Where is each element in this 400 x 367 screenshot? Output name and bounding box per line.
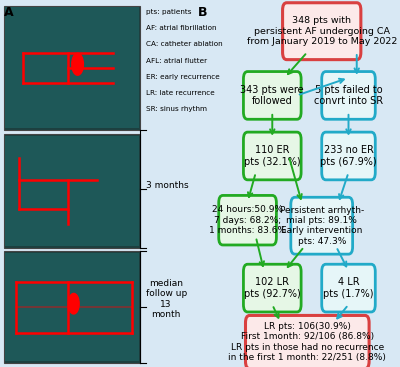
FancyBboxPatch shape [219,195,276,245]
Text: AFL: atrial flutter: AFL: atrial flutter [146,58,207,63]
Text: 4 LR
pts (1.7%): 4 LR pts (1.7%) [323,277,374,299]
FancyBboxPatch shape [5,136,139,246]
FancyBboxPatch shape [5,253,139,361]
Text: LR pts: 106(30.9%)
First 1month: 92/106 (86.8%)
LR pts in those had no recurrenc: LR pts: 106(30.9%) First 1month: 92/106 … [228,322,386,362]
Text: SR: sinus rhythm: SR: sinus rhythm [146,106,206,112]
Text: A: A [4,6,14,18]
Text: 343 pts were
followed: 343 pts were followed [240,85,304,106]
Text: 348 pts with
persistent AF undergoing CA
from January 2019 to May 2022: 348 pts with persistent AF undergoing CA… [246,16,397,46]
Text: 102 LR
pts (92.7%): 102 LR pts (92.7%) [244,277,301,299]
Text: pts: patients: pts: patients [146,9,191,15]
Circle shape [72,53,84,75]
FancyBboxPatch shape [244,132,301,180]
Text: ER: early recurrence: ER: early recurrence [146,74,219,80]
Text: 110 ER
pts (32.1%): 110 ER pts (32.1%) [244,145,300,167]
Text: 5 pts failed to
convrt into SR: 5 pts failed to convrt into SR [314,85,383,106]
FancyBboxPatch shape [5,7,139,128]
FancyBboxPatch shape [322,132,375,180]
FancyBboxPatch shape [4,134,140,248]
Text: median
follow up
13
month: median follow up 13 month [146,279,187,319]
FancyBboxPatch shape [4,6,140,130]
Text: 233 no ER
pts (67.9%): 233 no ER pts (67.9%) [320,145,377,167]
FancyBboxPatch shape [322,264,375,312]
FancyBboxPatch shape [291,197,353,254]
Text: B: B [198,6,208,18]
Text: CA: catheter ablation: CA: catheter ablation [146,41,222,47]
Text: Persistent arrhyth-
mial pts: 89.1%
Early intervention
pts: 47.3%: Persistent arrhyth- mial pts: 89.1% Earl… [280,206,364,246]
Text: LR: late recurrence: LR: late recurrence [146,90,214,96]
Text: AF: atrial fibrillation: AF: atrial fibrillation [146,25,216,31]
Text: 3 months: 3 months [146,181,188,190]
FancyBboxPatch shape [246,316,369,367]
Text: 24 hours:50.9%
7 days: 68.2%;
1 months: 83.6%: 24 hours:50.9% 7 days: 68.2%; 1 months: … [209,205,286,235]
FancyBboxPatch shape [322,72,375,119]
Circle shape [68,294,79,314]
FancyBboxPatch shape [244,72,301,119]
FancyBboxPatch shape [244,264,301,312]
FancyBboxPatch shape [282,3,361,59]
FancyBboxPatch shape [4,251,140,363]
